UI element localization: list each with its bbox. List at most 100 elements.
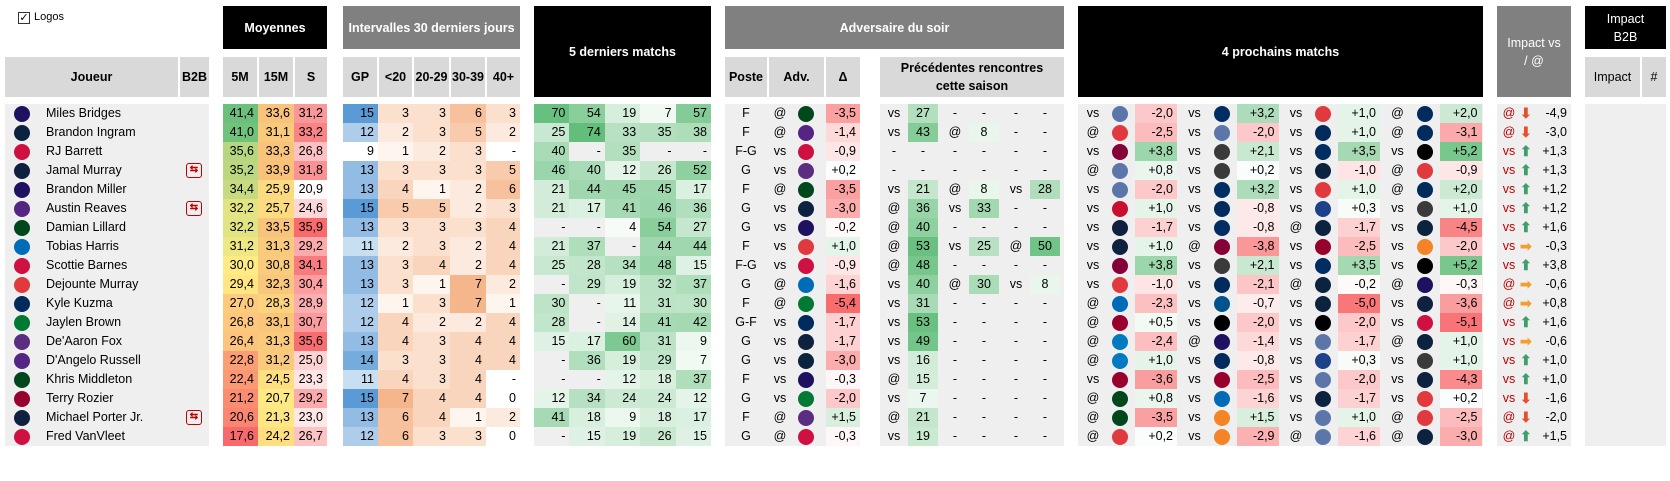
table-row[interactable]: Jaylen Brown 26,8 33,1 30,7 12 4 2 2 4 28-14 41 42 G…: [0, 313, 1670, 333]
interval-lt20: 3: [378, 275, 413, 294]
impact-value: -0,6: [1545, 277, 1567, 291]
team-logo-icon: [14, 220, 30, 236]
table-row[interactable]: Khris Middleton 22,4 24,5 23,3 11 4 3 4- - -12 18 3…: [0, 370, 1670, 390]
player-name: Terry Rozier: [46, 391, 114, 405]
previous-score: -: [1042, 220, 1048, 234]
position: G: [741, 353, 751, 367]
row-background: [1585, 332, 1666, 351]
logos-checkbox[interactable]: ✓: [18, 12, 30, 24]
col-gp: GP: [343, 57, 377, 97]
next-venue: vs: [1188, 353, 1201, 367]
team-logo-icon: [14, 163, 30, 179]
next-opponent-logo-icon: [1416, 201, 1433, 217]
last5-game-4: 41: [640, 313, 676, 332]
table-row[interactable]: De'Aaron Fox 26,4 31,3 35,6 13 4 3 4 4 15 17 60 31 9 G…: [0, 332, 1670, 352]
table-row[interactable]: Jamal Murray ⇆ 35,2 33,9 31,8 13 3 3 3 5 46 40 12 26 5…: [0, 161, 1670, 181]
last5-game-1: 15: [534, 332, 570, 351]
next-venue: vs: [1289, 391, 1303, 405]
delta-value: -3,5: [826, 104, 860, 123]
last5-game-3: 19: [604, 351, 641, 370]
table-row[interactable]: Brandon Ingram 41,0 31,1 33,2 12 2 3 5 2 25 74 33 35…: [0, 123, 1670, 143]
position: F: [742, 239, 750, 253]
avg-15m: 31,2: [258, 351, 294, 370]
previous-score: -: [1042, 410, 1048, 424]
next-venue: vs: [1289, 410, 1303, 424]
interval-gp: 13: [343, 275, 378, 294]
table-row[interactable]: Damian Lillard 32,2 33,5 35,9 13 3 3 3 4- -4 54 27 G…: [0, 218, 1670, 238]
table-row[interactable]: Tobias Harris 31,2 31,3 29,2 11 2 3 2 4 21 37-44 44…: [0, 237, 1670, 257]
interval-3039: 1: [450, 408, 486, 427]
impact-venue: @: [1502, 125, 1516, 139]
table-row[interactable]: Kyle Kuzma 27,0 28,3 28,9 12 1 3 7 1 30-11 31 30 F @ -…: [0, 294, 1670, 314]
header-impact-text: Impact vs / @: [1507, 35, 1561, 68]
table-row[interactable]: RJ Barrett 35,6 33,3 26,8 9 1 2 3-40-35- - F-G vs -…: [0, 142, 1670, 162]
interval-lt20: 4: [378, 180, 413, 199]
next-opponent-logo-icon: [1112, 106, 1128, 122]
previous-venue: -: [891, 163, 897, 177]
previous-score: 21: [908, 180, 938, 199]
next-impact: -2,0: [1338, 313, 1380, 332]
table-row[interactable]: Terry Rozier 21,2 20,7 29,2 15 7 4 4 0 12 34 24 24 12…: [0, 389, 1670, 409]
delta-value: -3,0: [826, 199, 860, 218]
next-venue: vs: [1391, 201, 1404, 215]
impact-value: -1,6: [1545, 391, 1567, 405]
next-opponent-logo-icon: [1213, 429, 1230, 445]
next-impact: -1,7: [1135, 218, 1177, 237]
interval-lt20: 4: [378, 332, 413, 351]
last5-game-2: 44: [569, 180, 605, 199]
impact-arrow-right-icon: ➡: [1520, 295, 1532, 311]
interval-3039: 2: [450, 256, 486, 275]
next-venue: vs: [1086, 106, 1100, 120]
next-impact: -0,3: [1439, 275, 1482, 294]
next-opponent-logo-icon: [1416, 258, 1433, 274]
next-opponent-logo-icon: [1213, 182, 1230, 198]
next-opponent-logo-icon: [1315, 296, 1331, 312]
delta-value: +1,0: [826, 237, 860, 256]
b2b-icon: ⇆: [186, 201, 202, 216]
interval-3039: 4: [450, 389, 486, 408]
table-row[interactable]: Michael Porter Jr. ⇆ 20,6 21,3 23,0 13 6 4 1 2 41 1…: [0, 408, 1670, 428]
previous-score: -: [1042, 144, 1048, 158]
next-impact: +2,0: [1439, 104, 1482, 123]
interval-3039: 2: [450, 180, 486, 199]
table-row[interactable]: D'Angelo Russell 22,8 31,2 25,0 14 3 3 4 4-36 19 2…: [0, 351, 1670, 371]
next-venue: vs: [1086, 182, 1100, 196]
table-row[interactable]: Austin Reaves ⇆ 32,2 25,7 24,6 15 5 5 2 3 21 17 41 46…: [0, 199, 1670, 219]
interval-40p: 4: [486, 237, 520, 256]
next-impact: -3,6: [1135, 370, 1177, 389]
next-impact: -2,0: [1338, 370, 1380, 389]
player-name: Kyle Kuzma: [46, 296, 113, 310]
table-row[interactable]: Brandon Miller 34,4 25,9 20,9 13 4 1 2 6 21 44 45 45…: [0, 180, 1670, 200]
col-b2b: B2B: [180, 57, 209, 97]
previous-score: -: [981, 220, 987, 234]
header-impact: Impact vs / @: [1497, 6, 1571, 97]
row-background: [1078, 389, 1483, 408]
table-row[interactable]: Miles Bridges 41,4 33,6 31,2 15 3 3 6 3 70 54 19 7 57…: [0, 104, 1670, 124]
next-impact: -2,5: [1135, 123, 1177, 142]
interval-gp: 13: [343, 180, 378, 199]
last5-game-5: 9: [675, 332, 711, 351]
interval-lt20: 3: [378, 218, 413, 237]
table-row[interactable]: Fred VanVleet 17,6 24,2 26,7 12 6 3 3 0-15 19 26 15…: [0, 427, 1670, 447]
next-venue: @: [1289, 277, 1303, 291]
row-background: [1497, 142, 1571, 161]
table-row[interactable]: Scottie Barnes 30,0 30,8 34,1 13 3 4 2 4 25 28 34 48…: [0, 256, 1670, 276]
table-row[interactable]: Dejounte Murray 29,4 32,3 30,4 13 3 1 7 2-29 19 32…: [0, 275, 1670, 295]
previous-score: -: [981, 144, 987, 158]
next-opponent-logo-icon: [1112, 372, 1128, 388]
delta-value: -5,4: [826, 294, 860, 313]
last5-game-1: 41: [534, 408, 570, 427]
previous-score: -: [1042, 353, 1048, 367]
team-logo-icon: [14, 315, 30, 331]
next-venue: vs: [1188, 258, 1201, 272]
next-opponent-logo-icon: [1112, 391, 1128, 407]
last5-game-2: 15: [569, 427, 605, 446]
interval-2029: 4: [413, 389, 450, 408]
row-background: [1078, 180, 1483, 199]
next-impact: -4,5: [1439, 218, 1482, 237]
row-background: [880, 161, 1064, 180]
home-away: @: [773, 296, 787, 310]
opponent-logo-icon: [798, 239, 814, 255]
interval-gp: 14: [343, 351, 378, 370]
previous-score: 21: [908, 408, 938, 427]
